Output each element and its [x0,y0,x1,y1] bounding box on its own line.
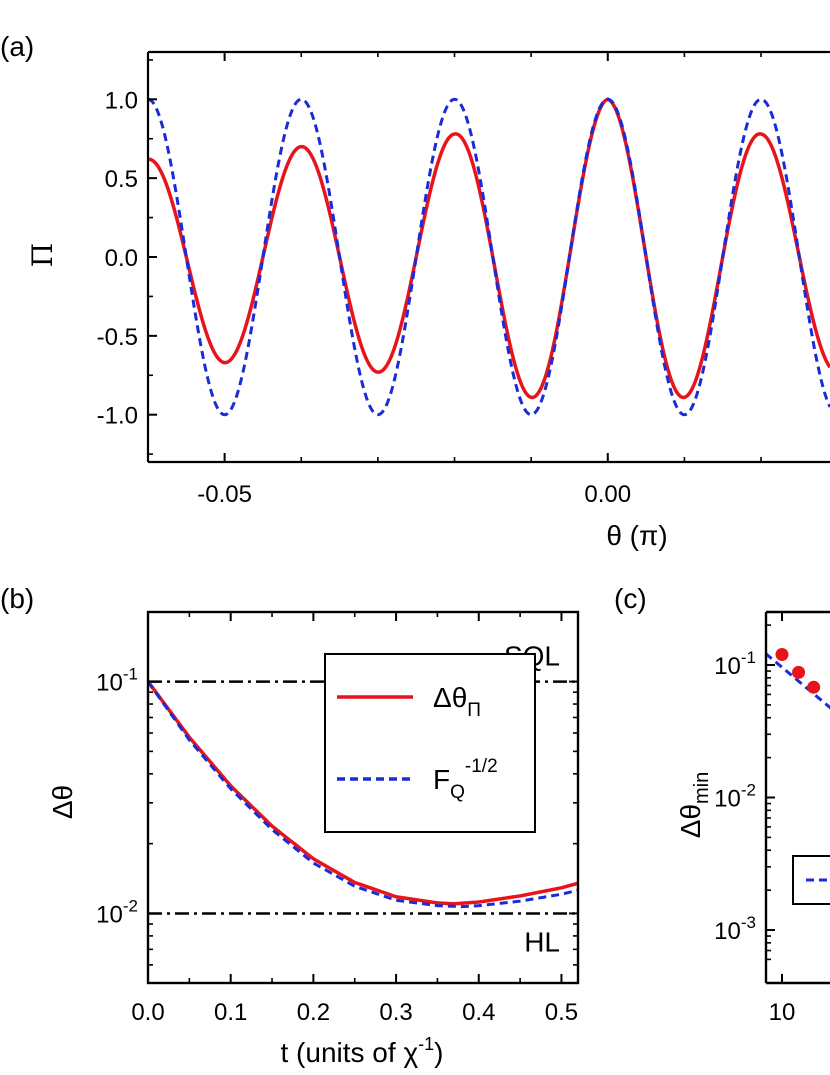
panel-a-xtick-label: -0.05 [197,481,252,508]
panel-c-ylabel-sub: min [691,772,713,804]
panel-b-ytick-label-exp: -2 [123,896,138,915]
panel-b-legend-label-base: Δθ [433,682,467,713]
panel-c-ytick-label: 10-1 [714,648,756,680]
panel-b-xtick-label: 0.4 [462,999,495,1026]
panel-b-legend-label-sub: Π [467,700,481,721]
panel-a-series-pi [147,97,830,400]
panel-b-ytick-label-base: 10 [96,670,123,697]
panel-c-ytick-label-exp: -3 [741,913,756,932]
panel-b-xlabel-end: ) [434,1037,443,1068]
panel-b-series-dtheta-pi [148,680,578,906]
panel-b-ytick-label: 10-2 [96,896,138,928]
panel-c-point [792,665,806,679]
panel-a-ytick-label: 0.5 [105,166,138,193]
panel-c-point [807,680,821,694]
panel-c-point [775,648,789,662]
panel-b-legend-label-base: F [433,764,450,795]
panel-c-fit-line [766,652,830,710]
panel-b-legend-label: ΔθΠ [433,682,481,721]
panel-a-ytick-label: 0.0 [105,245,138,272]
panel-b-label: (b) [0,583,34,614]
panel-b-ylabel: Δθ [47,785,78,819]
panel-c-xtick-label: 10 [769,999,796,1026]
panel-c-ytick-label-base: 10 [714,653,741,680]
panel-a-series-ideal [147,97,830,417]
panel-a-ytick-label: 1.0 [105,87,138,114]
panel-c-ytick-label-base: 10 [714,786,741,813]
panel-b-hl-label: HL [524,926,560,957]
panel-b-xlabel: t (units of χ-1) [281,1034,444,1068]
panel-a-xtick-label: 0.00 [584,481,631,508]
panel-b-xtick-label: 0.3 [379,999,412,1026]
panel-c-ytick-label-exp: -1 [741,648,756,667]
panel-b-frame [146,610,580,985]
panel-b-series-fq [148,680,578,909]
panel-c-plot: 10-310-210-110 [714,610,830,1026]
panel-a-plot: -1.0 -0.5 0.0 0.5 1.0 -0.05 0.00 [97,50,830,508]
panel-b-xlabel-main: t (units of χ [281,1037,419,1068]
panel-b-ytick-label-exp: -1 [123,665,138,684]
panel-b-ytick-label: 10-1 [96,665,138,697]
panel-c-ytick-label-base: 10 [714,918,741,945]
panel-c-label: (c) [614,583,647,614]
panel-b-xtick-label: 0.0 [131,999,164,1026]
panel-c-ytick-label: 10-2 [714,781,756,813]
panel-c-ylabel-main: Δθ [675,804,706,838]
panel-b-legend-label-sub: Q [450,782,465,803]
panel-a-ylabel: Π [26,243,59,267]
panel-c-ytick-label-exp: -2 [741,781,756,800]
panel-b-xtick-label: 0.5 [545,999,578,1026]
panel-b-legend [324,653,536,833]
panel-a-xlabel: θ (π) [606,520,667,551]
panel-a-label: (a) [0,31,34,62]
panel-a-ytick-label: -0.5 [97,324,138,351]
panel-a-ytick-label: -1.0 [97,403,138,430]
panel-b-xtick-label: 0.1 [214,999,247,1026]
panel-b-plot: 10-210-10.00.10.20.30.40.5SQLHLΔθΠFQ-1/2 [96,610,580,1026]
panel-c-ytick-label: 10-3 [714,913,756,945]
panel-b-legend-label-sup: -1/2 [465,756,498,777]
panel-b-xlabel-sup: -1 [418,1034,434,1054]
panel-b-legend-label: FQ-1/2 [433,756,498,803]
panel-b-ytick-label-base: 10 [96,901,123,928]
panel-b-xtick-label: 0.2 [297,999,330,1026]
panel-c-ylabel: Δθmin [675,772,713,839]
